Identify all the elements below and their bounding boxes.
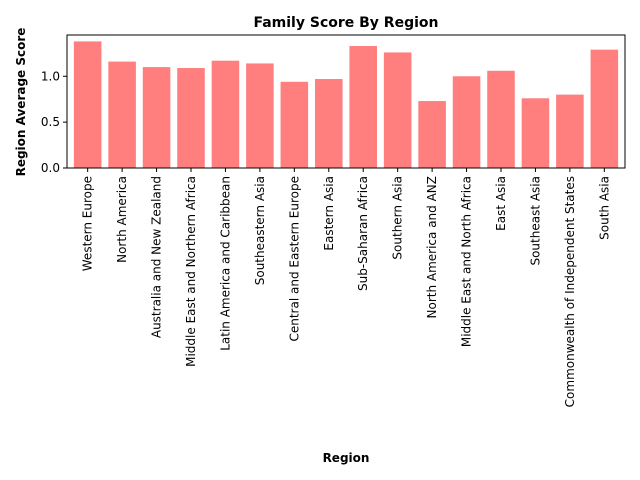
x-tick-label-7: Eastern Asia <box>322 176 336 251</box>
bar-15 <box>590 49 619 169</box>
x-tick-label-2: Australia and New Zealand <box>150 176 164 338</box>
bar-2 <box>142 67 171 168</box>
bar-14 <box>556 94 584 168</box>
x-tick-label-4: Latin America and Caribbean <box>218 176 232 351</box>
bar-10 <box>418 101 446 168</box>
x-axis-label: Region <box>323 451 370 465</box>
x-tick-label-15: South Asia <box>597 176 611 240</box>
bar-12 <box>487 70 515 168</box>
bar-11 <box>452 76 481 168</box>
bars-group <box>73 41 619 169</box>
x-tick-label-12: East Asia <box>494 176 508 231</box>
bar-6 <box>280 81 309 168</box>
bar-13 <box>521 98 550 168</box>
x-axis-ticks: Western Europe North America Australia and… <box>81 168 611 407</box>
y-tick-label-2: 1.0 <box>41 69 60 83</box>
bar-3 <box>177 68 205 168</box>
y-axis-label: Region Average Score <box>14 28 28 177</box>
x-tick-label-10: North America and ANZ <box>425 176 439 319</box>
x-tick-label-13: Southeast Asia <box>528 176 542 266</box>
bar-8 <box>349 46 377 168</box>
x-tick-label-8: Sub-Saharan Africa <box>356 176 370 291</box>
x-tick-label-0: Western Europe <box>81 176 95 271</box>
plot-frame <box>66 34 626 169</box>
x-tick-label-5: Southeastern Asia <box>253 176 267 285</box>
bar-4 <box>211 60 240 169</box>
x-tick-label-3: Middle East and Northern Africa <box>184 176 198 367</box>
y-axis-ticks: 0.0 0.5 1.0 <box>41 69 67 175</box>
bar-1 <box>108 61 136 168</box>
x-tick-label-9: Southern Asia <box>391 176 405 260</box>
bar-0 <box>73 41 102 169</box>
x-tick-label-14: Commonwealth of Independent States <box>563 176 577 407</box>
x-tick-label-11: Middle East and North Africa <box>460 176 474 347</box>
bar-5 <box>246 63 274 169</box>
x-tick-label-6: Central and Eastern Europe <box>287 176 301 342</box>
y-tick-label-1: 0.5 <box>41 115 60 129</box>
y-tick-label-0: 0.0 <box>41 161 60 175</box>
bar-9 <box>383 52 412 169</box>
bar-7 <box>315 79 343 168</box>
chart-title: Family Score By Region <box>253 15 438 31</box>
x-tick-label-1: North America <box>115 176 129 263</box>
